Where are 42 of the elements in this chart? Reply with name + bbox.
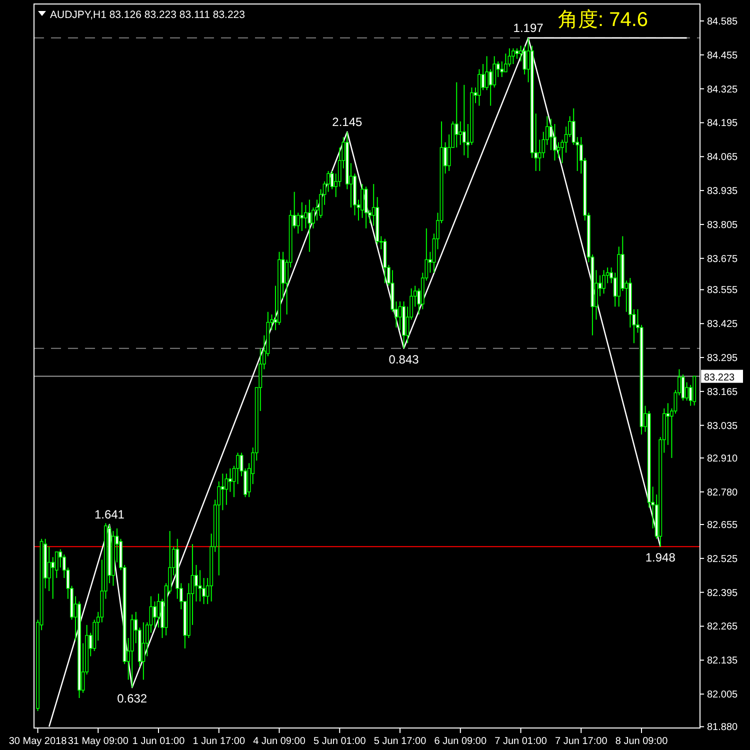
x-tick-label: 7 Jun 17:00	[555, 736, 608, 747]
y-tick-label: 82.910	[707, 453, 738, 464]
y-tick-label: 84.325	[707, 84, 738, 96]
y-tick-label: 84.065	[707, 152, 738, 164]
annotation: 角度: 74.6	[558, 9, 648, 31]
y-tick-label: 84.585	[707, 16, 738, 28]
annotation: 1.641	[94, 507, 125, 522]
y-tick-label: 82.395	[707, 588, 738, 599]
y-tick-label: 83.035	[707, 420, 738, 432]
y-tick-label: 82.655	[707, 520, 738, 531]
text: AUDJPY,H1 83.126 83.223 83.111 83.223	[50, 9, 246, 21]
y-tick-label: 84.195	[707, 118, 738, 130]
annotation: 1.948	[645, 550, 676, 565]
y-tick-label: 83.165	[707, 386, 738, 398]
x-tick-label: 31 May 09:00	[68, 736, 129, 747]
y-tick-label: 83.425	[707, 319, 738, 330]
y-tick-label: 82.005	[707, 690, 738, 701]
y-tick-label: 84.455	[707, 50, 738, 62]
y-tick-label: 82.525	[707, 554, 738, 565]
x-tick-label: 1 Jun 17:00	[192, 736, 246, 747]
ref-line-label: 83.223	[704, 372, 736, 384]
y-tick-label: 81.880	[707, 722, 738, 734]
x-tick-label: 5 Jun 17:00	[374, 736, 427, 747]
annotation: 0.632	[117, 692, 148, 706]
annotation: 0.843	[388, 352, 420, 366]
x-tick-label: 8 Jun 09:00	[615, 736, 668, 747]
y-tick-label: 83.675	[707, 254, 738, 265]
x-tick-label: 5 Jun 01:00	[314, 736, 366, 747]
x-tick-label: 4 Jun 09:00	[253, 736, 306, 747]
y-tick-label: 83.935	[707, 186, 738, 198]
y-tick-label: 83.805	[707, 220, 738, 231]
y-tick-label: 82.135	[707, 656, 738, 667]
annotation: 2.145	[332, 114, 363, 129]
y-tick-label: 83.555	[707, 285, 738, 296]
x-tick-label: 1 Jun 01:00	[132, 736, 186, 747]
x-tick-label: 6 Jun 09:00	[434, 736, 487, 747]
x-tick-label: 7 Jun 01:00	[494, 736, 548, 747]
y-tick-label: 82.780	[707, 487, 738, 498]
x-tick-label: 30 May 2018	[8, 736, 68, 747]
y-tick-label: 82.265	[707, 622, 738, 633]
y-tick-label: 83.295	[707, 353, 738, 364]
annotation: 1.197	[513, 20, 544, 35]
